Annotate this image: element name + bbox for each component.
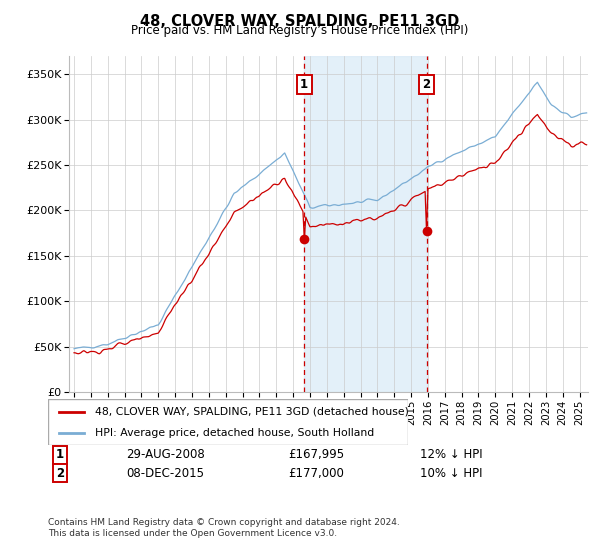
Text: 2: 2 [422,78,431,91]
Text: Contains HM Land Registry data © Crown copyright and database right 2024.: Contains HM Land Registry data © Crown c… [48,518,400,527]
Text: 48, CLOVER WAY, SPALDING, PE11 3GD (detached house): 48, CLOVER WAY, SPALDING, PE11 3GD (deta… [95,407,409,417]
Text: 48, CLOVER WAY, SPALDING, PE11 3GD: 48, CLOVER WAY, SPALDING, PE11 3GD [140,14,460,29]
Text: Price paid vs. HM Land Registry’s House Price Index (HPI): Price paid vs. HM Land Registry’s House … [131,24,469,37]
Text: HPI: Average price, detached house, South Holland: HPI: Average price, detached house, Sout… [95,428,374,438]
FancyBboxPatch shape [48,399,408,445]
Text: 2: 2 [56,466,64,480]
Text: 29-AUG-2008: 29-AUG-2008 [126,448,205,461]
Text: 08-DEC-2015: 08-DEC-2015 [126,466,204,480]
Text: This data is licensed under the Open Government Licence v3.0.: This data is licensed under the Open Gov… [48,529,337,538]
Text: 10% ↓ HPI: 10% ↓ HPI [420,466,482,480]
Text: 1: 1 [56,448,64,461]
Text: 1: 1 [300,78,308,91]
Text: £177,000: £177,000 [288,466,344,480]
Bar [304,56,427,392]
Text: 12% ↓ HPI: 12% ↓ HPI [420,448,482,461]
Text: £167,995: £167,995 [288,448,344,461]
